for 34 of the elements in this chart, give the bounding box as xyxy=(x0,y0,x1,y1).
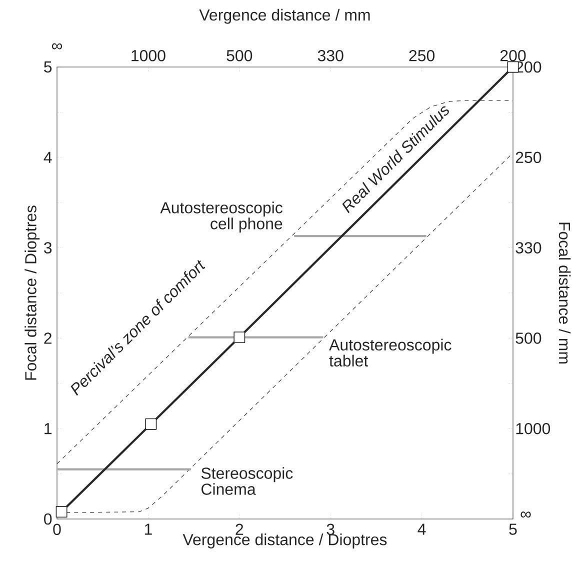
x-tick-label: 4 xyxy=(418,524,426,535)
text: 500 xyxy=(516,332,542,344)
text: 250 xyxy=(409,50,435,62)
annotation: Stereoscopic Cinema xyxy=(201,467,293,495)
point xyxy=(145,418,157,430)
x-tick-label: 2 xyxy=(236,524,244,535)
text: ∞ xyxy=(520,512,531,518)
text: 330 xyxy=(516,242,542,254)
point xyxy=(56,506,68,518)
text: 250 xyxy=(516,152,542,164)
text: 200 xyxy=(500,50,526,62)
y-tick-label: 3 xyxy=(44,242,52,254)
y-tick-label: 2 xyxy=(44,332,52,344)
annotation: Autostereoscopic cell phone xyxy=(160,202,282,233)
y-tick-label: 0 xyxy=(44,513,52,525)
text: 1000 xyxy=(516,422,550,434)
y-tick-label: 1 xyxy=(44,423,52,434)
point xyxy=(507,61,519,73)
annotation: Autostereoscopic tablet xyxy=(329,338,452,367)
x-tick-label: 0 xyxy=(53,524,61,536)
y2-axis-title: Focal distance / mm xyxy=(558,222,571,364)
y-axis-title: Focal distance / Dioptres xyxy=(24,206,40,380)
x-axis-title: Vergence distance / Dioptres xyxy=(182,534,387,548)
point xyxy=(234,332,246,344)
line-series xyxy=(56,100,514,464)
y-tick-label: 5 xyxy=(44,61,52,73)
text: 1000 xyxy=(132,50,166,62)
x-tick-label: 5 xyxy=(509,524,517,535)
text: 330 xyxy=(318,50,344,62)
y-tick-label: 4 xyxy=(44,152,52,163)
x-tick-label: 1 xyxy=(144,524,152,535)
x2-axis-title: Vergence distance / mm xyxy=(199,8,370,24)
text: 500 xyxy=(226,50,252,62)
text: ∞ xyxy=(52,43,62,50)
